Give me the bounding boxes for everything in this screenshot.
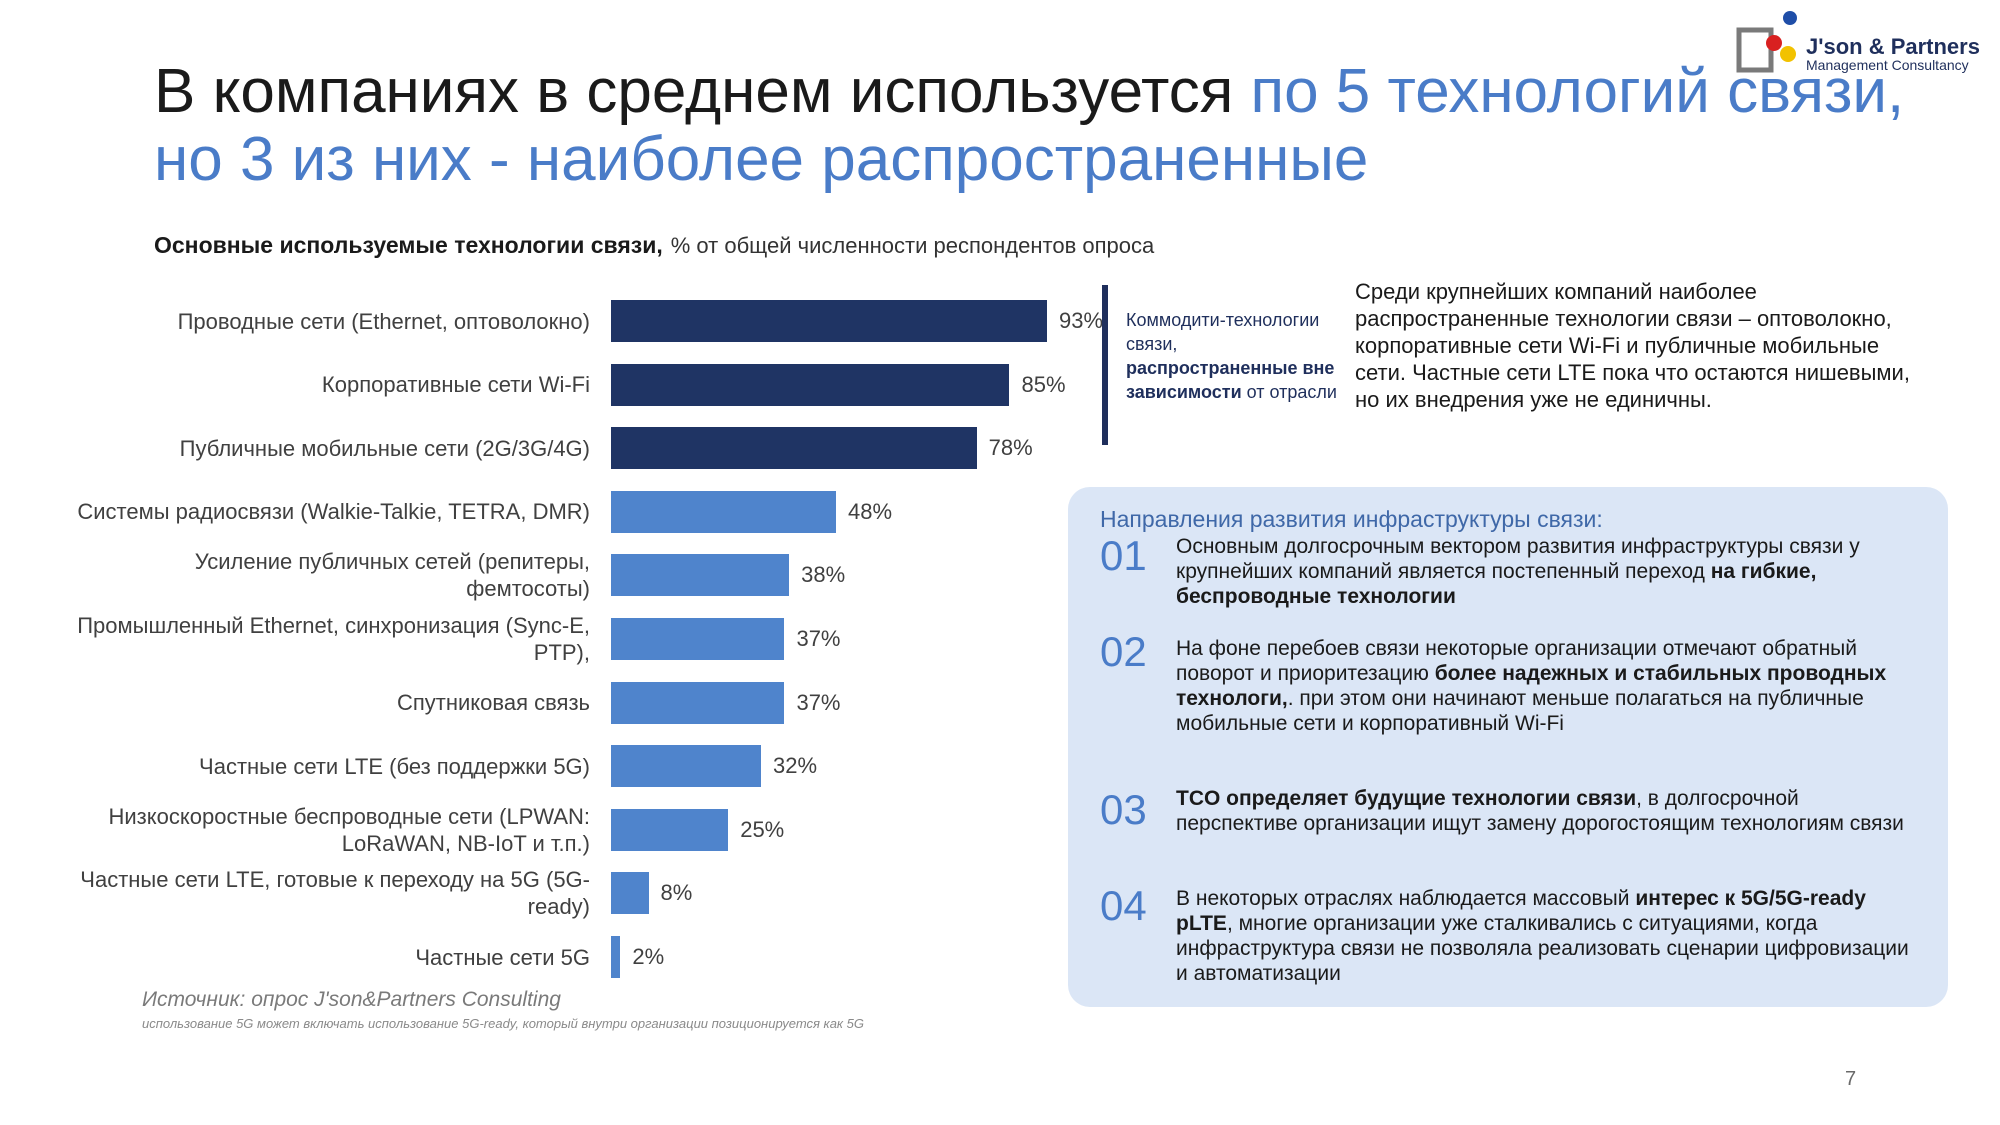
category-label: Спутниковая связь <box>396 690 590 716</box>
category-label: Корпоративные сети Wi-Fi <box>321 372 590 398</box>
item-text-01: Основным долгосрочным вектором развития … <box>1176 534 1916 609</box>
item-number-04: 04 <box>1100 882 1147 929</box>
value-label: 48% <box>848 498 893 524</box>
commodity-text-2: от отрасли <box>1241 382 1337 402</box>
logo-name: J'son & Partners <box>1806 34 1980 59</box>
company-logo <box>1736 10 1988 76</box>
bar <box>611 490 837 533</box>
logo-text: J'son & Partners Management Consultancy <box>1806 34 1980 73</box>
item-number-01: 01 <box>1100 532 1147 579</box>
value-label: 93% <box>1059 308 1104 333</box>
item-03-bold: TCO определяет будущие технологии связи <box>1176 787 1637 810</box>
item-number-03: 03 <box>1100 786 1147 833</box>
value-label: 38% <box>801 562 846 588</box>
category-label: Системы радиосвязи (Walkie-Talkie, TETRA… <box>77 499 590 525</box>
source-text: Источник: опрос J'son&Partners Consultin… <box>142 988 561 1011</box>
item-02-pre: На фоне перебоев связи некоторые организ… <box>1176 637 1858 685</box>
summary-text: Среди крупнейших компаний наиболее распр… <box>1355 279 1910 412</box>
title-part-dark: В компаниях в среднем используется <box>154 57 1251 126</box>
item-04-bold: интерес к 5G/5G-ready pLTE <box>1176 887 1866 935</box>
category-label: Низкоскоростные беспроводные сети (LPWAN… <box>108 803 591 856</box>
value-label: 85% <box>1021 371 1066 397</box>
title-part-highlight: по 5 технологий связи, но 3 из них - наи… <box>154 57 1905 194</box>
item-text-03: TCO определяет будущие технологии связи,… <box>1176 786 1916 836</box>
item-number-02: 02 <box>1100 628 1147 675</box>
item-04-pre: В некоторых отраслях наблюдается массовы… <box>1176 887 1636 910</box>
value-label: 78% <box>988 435 1033 461</box>
category-label: Проводные сети (Ethernet, оптоволокно) <box>177 308 590 334</box>
bar <box>611 745 762 788</box>
chart-title: Основные используемые технологии связи,%… <box>154 232 1154 259</box>
item-text-02: На фоне перебоев связи некоторые организ… <box>1176 636 1916 736</box>
value-label: 32% <box>773 753 818 779</box>
item-text-04: В некоторых отраслях наблюдается массовы… <box>1176 886 1916 986</box>
item-01-pre: Основным долгосрочным вектором развития … <box>1176 535 1860 583</box>
page-number: 7 <box>1845 1068 1857 1090</box>
chart-title-main: Основные используемые технологии связи, <box>154 232 663 258</box>
commodity-text-bold: распространенные вне зависимости <box>1126 358 1335 402</box>
commodity-label: Коммодити-технологии связи, распростране… <box>1126 308 1341 404</box>
category-label: Усиление публичных сетей (репитеры, фемт… <box>194 549 590 602</box>
commodity-text-1: Коммодити-технологии связи, <box>1126 310 1320 354</box>
category-label: Частные сети LTE (без поддержки 5G) <box>199 753 590 779</box>
item-01-bold: на гибкие, беспроводные технологии <box>1176 560 1817 608</box>
bar <box>611 872 649 915</box>
bar <box>611 363 1010 406</box>
category-label: Частные сети 5G <box>415 944 590 970</box>
logo-subtitle: Management Consultancy <box>1806 57 1969 73</box>
panel-title: Направления развития инфраструктуры связ… <box>1100 506 1603 532</box>
bar <box>611 681 785 724</box>
value-label: 37% <box>796 689 841 715</box>
development-panel <box>1068 487 1948 1007</box>
bar <box>611 936 621 978</box>
footnote: использование 5G может включать использо… <box>142 1016 865 1031</box>
commodity-bracket <box>1102 285 1108 445</box>
category-label: Промышленный Ethernet, синхронизация (Sy… <box>77 613 590 665</box>
bar <box>611 300 1047 342</box>
bar <box>611 808 729 851</box>
logo-mark-icon <box>1736 11 1797 73</box>
value-label: 25% <box>740 816 785 842</box>
item-03-post: , в долгосрочной перспективе организации… <box>1176 787 1904 835</box>
item-04-post: , многие организации уже сталкивались с … <box>1176 912 1909 985</box>
value-label: 37% <box>796 626 841 651</box>
bar <box>611 618 785 660</box>
item-02-bold: более надежных и стабильных проводных те… <box>1176 662 1887 710</box>
bar <box>611 427 977 470</box>
category-label: Частные сети LTE, готовые к переходу на … <box>80 867 590 920</box>
value-label: 2% <box>632 944 665 969</box>
chart-subtitle: % от общей численности респондентов опро… <box>670 233 1155 258</box>
category-label: Публичные мобильные сети (2G/3G/4G) <box>179 435 590 461</box>
item-02-post: . при этом они начинают меньше полагатьс… <box>1176 687 1864 735</box>
bar <box>611 554 790 597</box>
value-label: 8% <box>660 880 693 906</box>
page-title: В компаниях в среднем используется по 5 … <box>154 58 1914 194</box>
